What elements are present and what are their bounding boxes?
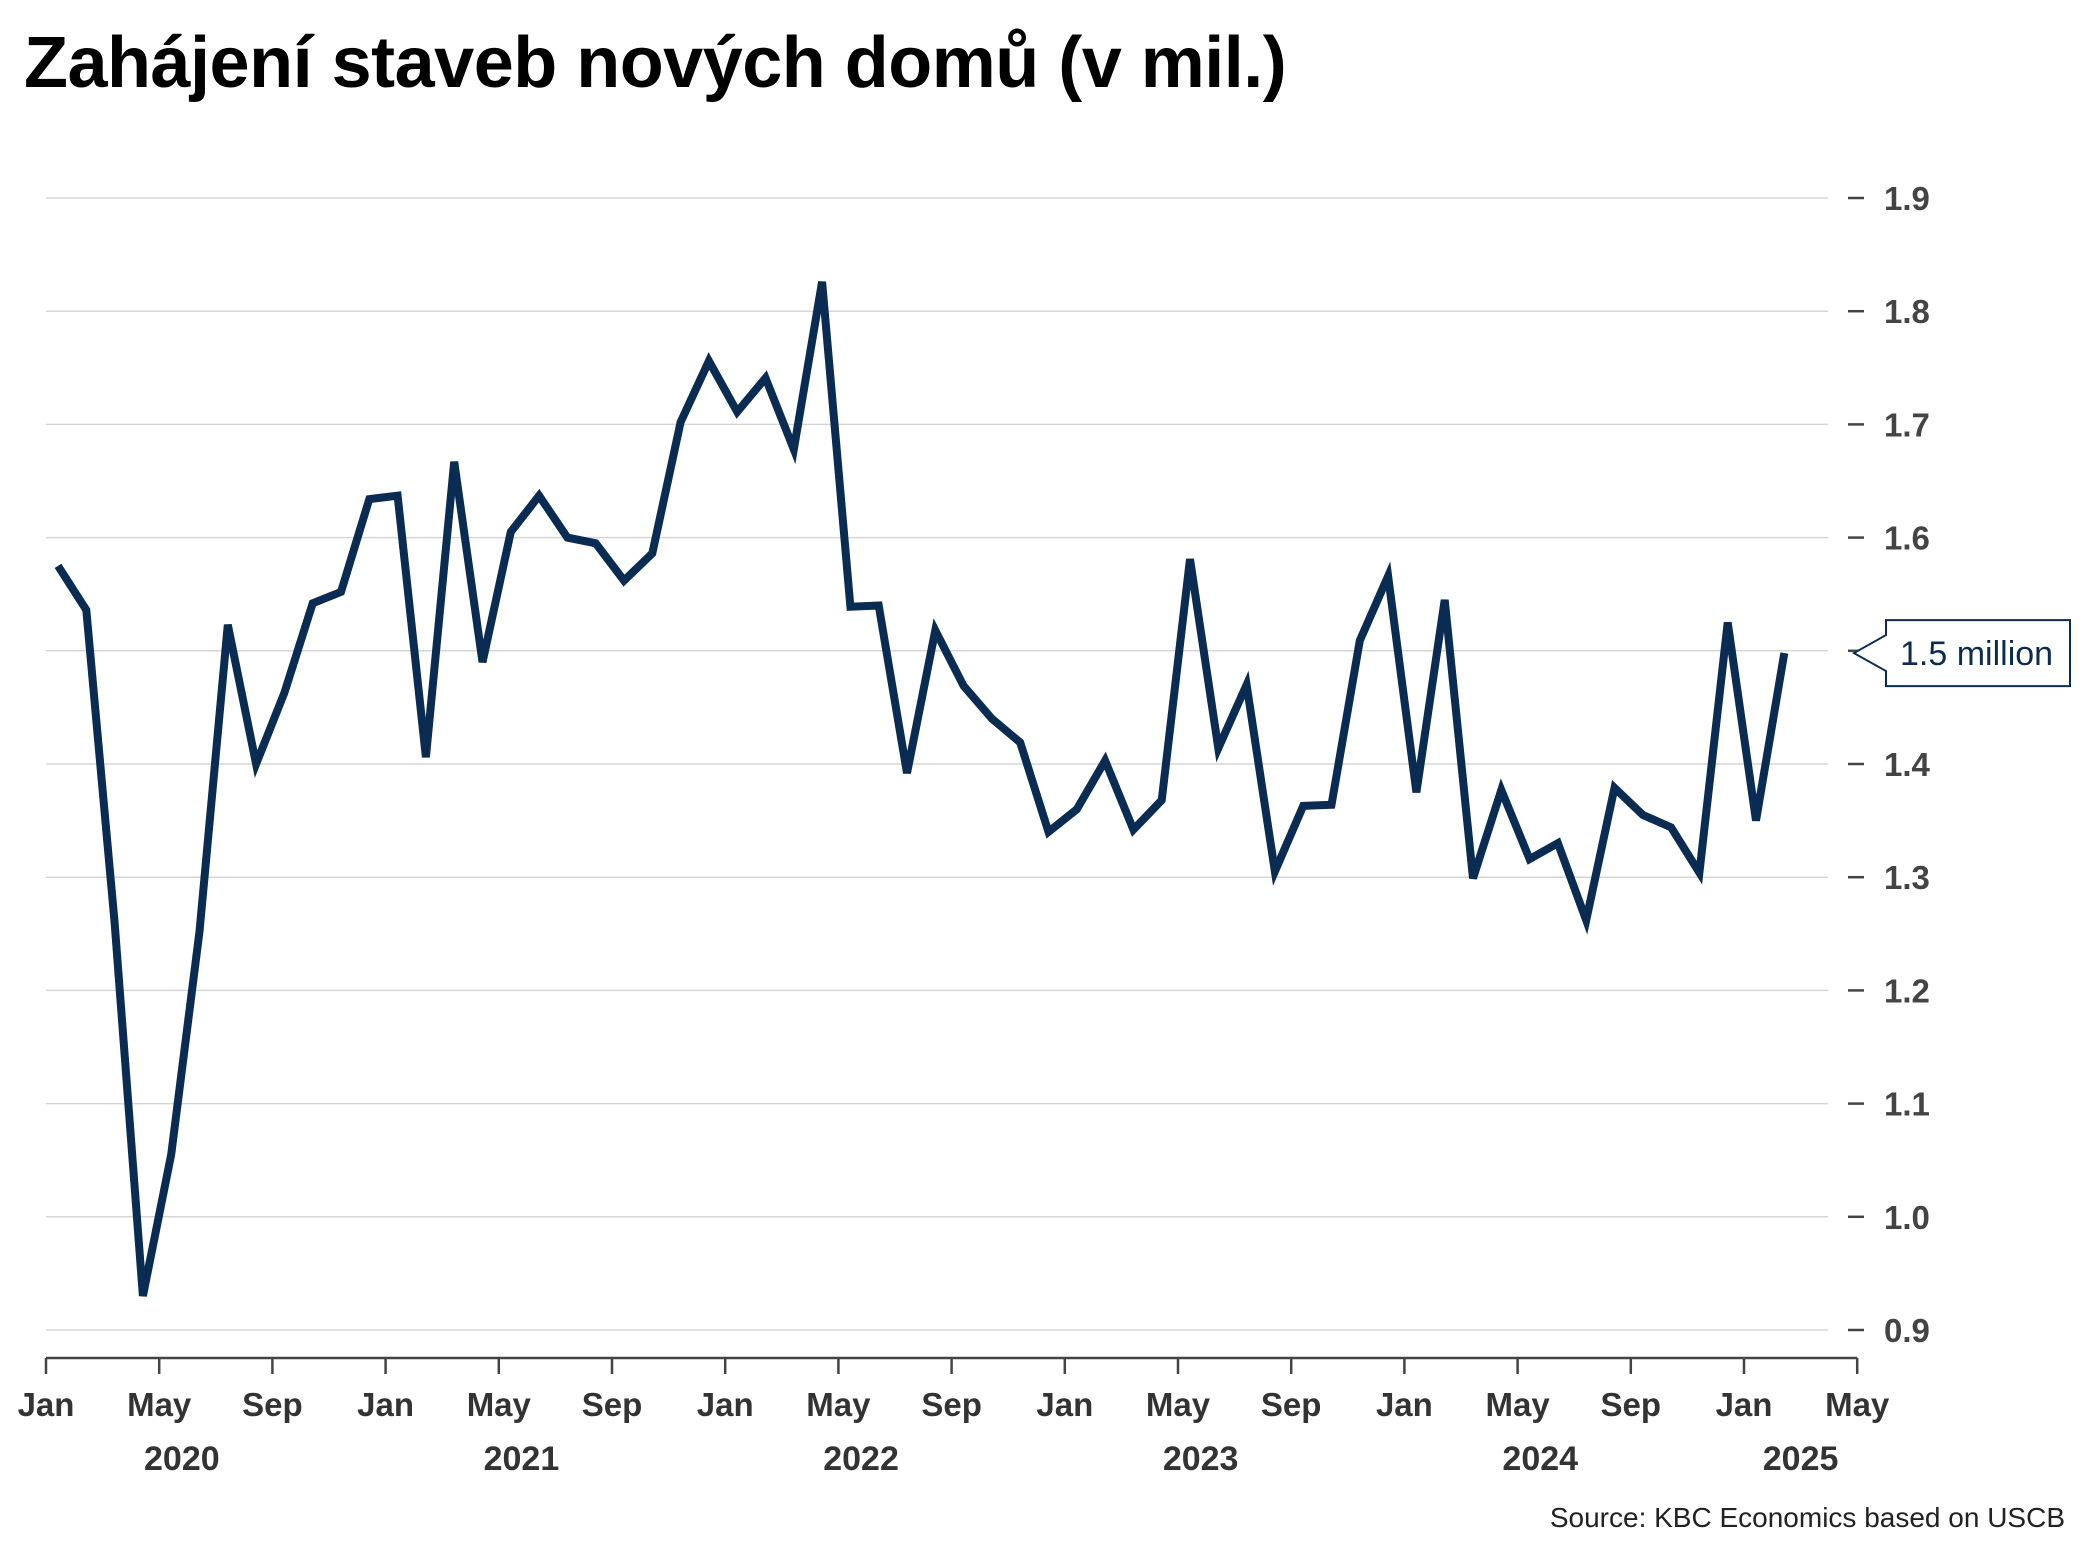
x-tick-label: May [806, 1386, 871, 1423]
source-note: Source: KBC Economics based on USCB [1549, 1502, 2065, 1533]
y-tick-label: 1.9 [1884, 180, 1930, 217]
y-tick-label: 1.3 [1884, 859, 1930, 896]
x-year-label: 2025 [1763, 1440, 1839, 1478]
series-line [54, 281, 1789, 1297]
x-tick-label: Jan [1716, 1386, 1773, 1423]
x-tick-label: Jan [1036, 1386, 1093, 1423]
x-tick-label: Sep [1261, 1386, 1322, 1423]
x-tick-label: May [1485, 1386, 1550, 1423]
x-tick-label: Sep [1601, 1386, 1662, 1423]
x-year-label: 2024 [1502, 1440, 1578, 1478]
x-tick-label: May [1146, 1386, 1211, 1423]
y-tick-label: 1.0 [1884, 1199, 1930, 1236]
x-year-label: 2020 [144, 1440, 220, 1478]
x-tick-label: Sep [582, 1386, 643, 1423]
chart-title: Zahájení staveb nových domů (v mil.) [24, 23, 1287, 103]
x-tick-label: May [467, 1386, 532, 1423]
x-year-label: 2021 [484, 1440, 560, 1478]
x-tick-label: Jan [18, 1386, 75, 1423]
x-tick-label: Jan [697, 1386, 754, 1423]
last-value-callout: 1.5 million [1851, 619, 2071, 688]
y-tick-label: 1.2 [1884, 972, 1930, 1009]
x-year-label: 2022 [823, 1440, 899, 1478]
gridlines [46, 197, 1828, 1331]
y-tick-label: 0.9 [1884, 1312, 1930, 1349]
callout-label: 1.5 million [1900, 635, 2053, 673]
x-year-label: 2023 [1163, 1440, 1239, 1478]
y-tick-label: 1.7 [1884, 406, 1930, 443]
x-tick-label: May [127, 1386, 192, 1423]
x-tick-label: Sep [242, 1386, 303, 1423]
data-series [54, 281, 1789, 1297]
y-tick-label: 1.6 [1884, 520, 1930, 557]
x-tick-label: Sep [921, 1386, 982, 1423]
x-tick-label: May [1825, 1386, 1890, 1423]
x-axis: Jan May Sep Jan May Sep Jan May Sep Jan May Sep Jan M… [18, 1356, 1890, 1478]
callout-box [1851, 619, 2071, 688]
x-tick-label: Jan [1376, 1386, 1433, 1423]
y-tick-label: 1.1 [1884, 1086, 1930, 1123]
y-tick-label: 1.8 [1884, 293, 1930, 330]
y-tick-label: 1.4 [1884, 746, 1931, 783]
x-tick-label: Jan [357, 1386, 414, 1423]
y-axis: 0.91.01.11.21.31.41.51.61.71.81.9 [1848, 180, 1931, 1349]
